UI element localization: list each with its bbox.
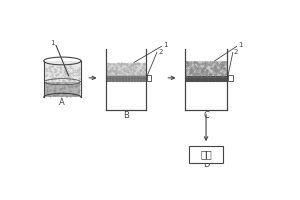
Text: 1: 1: [238, 42, 243, 48]
FancyBboxPatch shape: [44, 61, 81, 97]
Text: C: C: [203, 111, 209, 120]
FancyBboxPatch shape: [189, 146, 223, 163]
FancyBboxPatch shape: [44, 82, 80, 97]
FancyBboxPatch shape: [228, 75, 233, 81]
FancyBboxPatch shape: [147, 75, 152, 81]
Text: 1: 1: [50, 40, 55, 46]
FancyBboxPatch shape: [185, 76, 227, 82]
FancyBboxPatch shape: [106, 76, 146, 82]
Text: A: A: [59, 98, 65, 107]
FancyBboxPatch shape: [185, 61, 227, 76]
FancyBboxPatch shape: [106, 62, 146, 76]
Text: 烘干: 烘干: [200, 149, 212, 159]
Text: D: D: [203, 160, 209, 169]
Text: B: B: [123, 111, 129, 120]
Text: 2: 2: [158, 49, 163, 55]
Text: 2: 2: [234, 49, 238, 55]
Text: 1: 1: [163, 42, 168, 48]
